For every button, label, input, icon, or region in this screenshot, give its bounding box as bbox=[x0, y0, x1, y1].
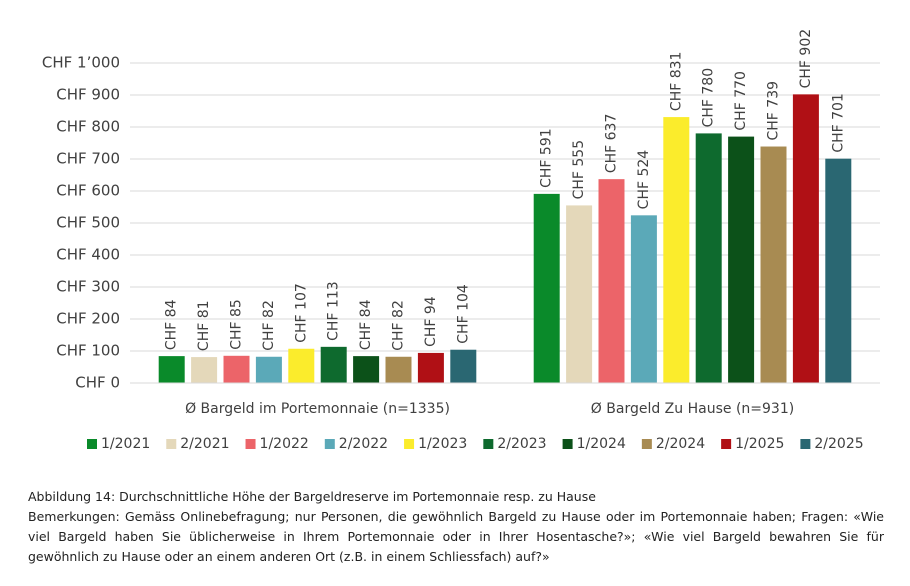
value-label: CHF 591 bbox=[539, 128, 555, 188]
bar bbox=[255, 356, 282, 383]
value-label: CHF 555 bbox=[571, 140, 587, 200]
bar bbox=[353, 356, 380, 383]
legend-swatch bbox=[404, 439, 415, 449]
y-tick-label: CHF 500 bbox=[56, 214, 120, 232]
value-label: CHF 82 bbox=[261, 300, 277, 351]
legend-swatch bbox=[483, 439, 494, 449]
legend-label: 2/2025 bbox=[814, 436, 863, 452]
bar bbox=[385, 356, 412, 383]
bar bbox=[158, 356, 185, 383]
legend-swatch bbox=[641, 439, 652, 449]
y-tick-label: CHF 300 bbox=[56, 278, 120, 296]
x-tick-label: Ø Bargeld im Portemonnaie (n=1335) bbox=[185, 401, 450, 417]
value-label: CHF 770 bbox=[733, 71, 749, 131]
y-tick-label: CHF 100 bbox=[56, 342, 120, 360]
value-label: CHF 524 bbox=[636, 150, 652, 210]
chart: CHF 0 CHF 100 CHF 200 CHF 300 CHF 400 CHF 500… bbox=[42, 29, 880, 452]
value-label: CHF 780 bbox=[701, 68, 717, 128]
value-label: CHF 104 bbox=[455, 284, 471, 344]
caption: Abbildung 14: Durchschnittliche Höhe der… bbox=[28, 489, 596, 504]
value-label: CHF 739 bbox=[766, 81, 782, 141]
value-label: CHF 82 bbox=[391, 300, 407, 351]
legend-label: 1/2024 bbox=[577, 436, 626, 452]
value-label: CHF 85 bbox=[229, 299, 245, 350]
y-tick-label: CHF 200 bbox=[56, 310, 120, 328]
legend-label: 1/2023 bbox=[418, 436, 467, 452]
y-tick-label: CHF 900 bbox=[56, 86, 120, 104]
value-label: CHF 94 bbox=[423, 296, 439, 347]
value-label: CHF 81 bbox=[196, 300, 212, 351]
legend-swatch bbox=[800, 439, 811, 449]
bar bbox=[191, 357, 218, 383]
value-label: CHF 701 bbox=[830, 93, 846, 153]
bar bbox=[728, 136, 755, 383]
legend-swatch bbox=[324, 439, 335, 449]
bar bbox=[450, 349, 477, 383]
value-label: CHF 113 bbox=[326, 281, 342, 341]
legend-label: 2/2022 bbox=[339, 436, 388, 452]
x-tick-label: Ø Bargeld Zu Hause (n=931) bbox=[591, 401, 794, 417]
bar bbox=[663, 117, 690, 383]
bar bbox=[760, 146, 787, 383]
bar bbox=[630, 215, 657, 383]
bar bbox=[288, 348, 315, 383]
notes: Bemerkungen: Gemäss Onlinebefragung; nur… bbox=[28, 509, 884, 564]
value-label: CHF 107 bbox=[293, 283, 309, 343]
value-label: CHF 831 bbox=[668, 52, 684, 112]
bar bbox=[223, 355, 250, 383]
legend-label: 2/2024 bbox=[656, 436, 705, 452]
y-tick-label: CHF 600 bbox=[56, 182, 120, 200]
bar bbox=[792, 94, 819, 384]
y-tick-label: CHF 0 bbox=[75, 374, 120, 392]
value-label: CHF 84 bbox=[164, 299, 180, 350]
legend-swatch bbox=[166, 439, 177, 449]
y-tick-label: CHF 800 bbox=[56, 118, 120, 136]
bar bbox=[566, 205, 593, 383]
legend-swatch bbox=[87, 439, 97, 449]
y-tick-label: CHF 700 bbox=[56, 150, 120, 168]
legend-swatch bbox=[562, 439, 573, 449]
bar bbox=[695, 133, 722, 383]
legend-label: 2/2021 bbox=[180, 436, 229, 452]
legend-label: 1/2025 bbox=[735, 436, 784, 452]
bar bbox=[417, 352, 444, 383]
bar bbox=[598, 179, 625, 383]
y-tick-label: CHF 1’000 bbox=[42, 54, 120, 72]
y-tick-label: CHF 400 bbox=[56, 246, 120, 264]
bar bbox=[320, 346, 347, 383]
bar bbox=[533, 193, 560, 383]
legend-swatch bbox=[721, 439, 732, 449]
value-label: CHF 902 bbox=[798, 29, 814, 89]
value-label: CHF 637 bbox=[604, 114, 620, 174]
legend-label: 1/2022 bbox=[260, 436, 309, 452]
legend-label: 1/2021 bbox=[101, 436, 150, 452]
legend-label: 2/2023 bbox=[497, 436, 546, 452]
value-label: CHF 84 bbox=[358, 299, 374, 350]
bar bbox=[825, 158, 852, 383]
legend-swatch bbox=[245, 439, 256, 449]
